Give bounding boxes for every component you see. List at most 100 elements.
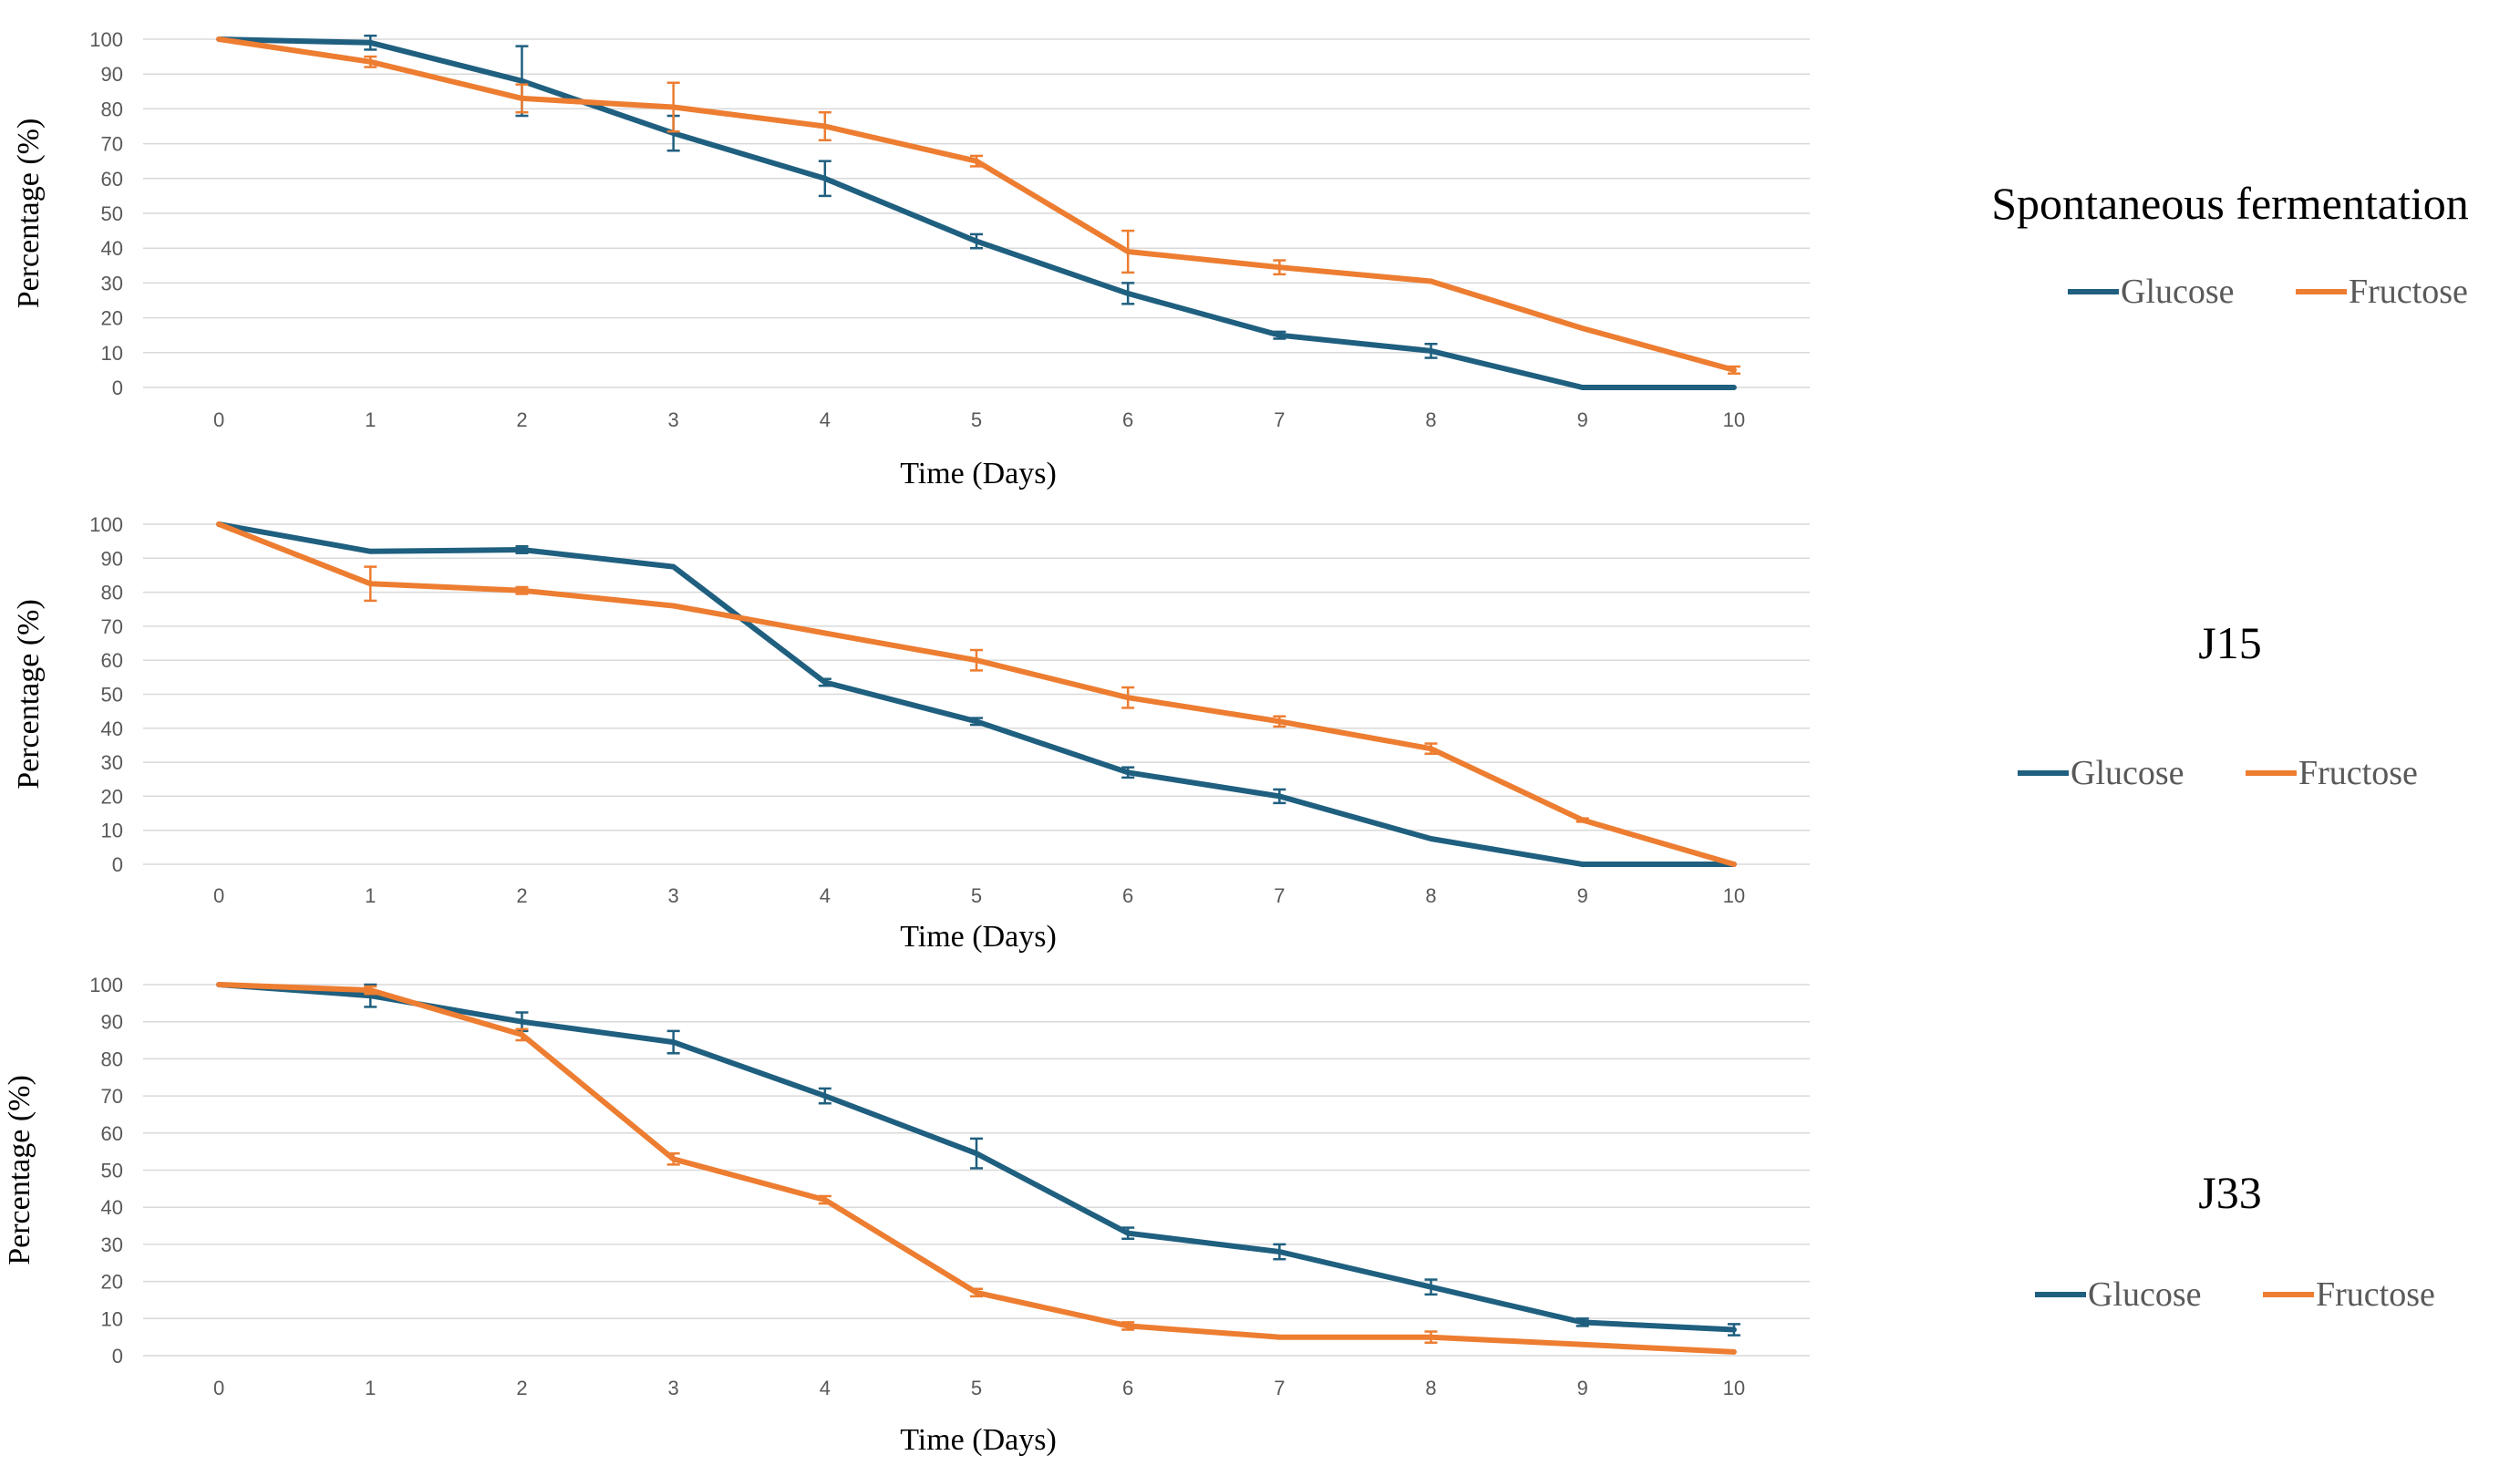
x-tick-label: 9 (1577, 884, 1588, 907)
x-tick-label: 3 (668, 884, 679, 907)
legend-label: Fructose (2316, 1275, 2435, 1314)
legend-label: Fructose (2298, 754, 2418, 792)
y-tick-label: 0 (112, 377, 123, 399)
y-axis-title: Percentage (%) (12, 599, 46, 790)
y-tick-label: 30 (101, 751, 123, 774)
x-tick-label: 2 (516, 884, 527, 907)
x-tick-label: 7 (1274, 884, 1285, 907)
y-tick-label: 40 (101, 237, 123, 260)
y-tick-label: 70 (101, 1085, 123, 1108)
error-bar (364, 55, 377, 68)
y-tick-label: 20 (101, 307, 123, 330)
x-tick-label: 5 (971, 1377, 982, 1399)
error-bar (818, 160, 831, 198)
panel-title: J15 (2198, 617, 2261, 668)
error-bar (515, 585, 529, 595)
panel-title: Spontaneous fermentation (1991, 178, 2469, 229)
y-tick-label: 10 (101, 342, 123, 365)
y-tick-label: 100 (89, 513, 123, 536)
error-bar (364, 565, 377, 603)
error-bar (1273, 259, 1286, 276)
error-bar (1273, 330, 1286, 340)
error-bar (1727, 1323, 1740, 1337)
y-tick-label: 40 (101, 717, 123, 740)
x-tick-label: 2 (516, 408, 527, 431)
error-bar (1121, 282, 1135, 305)
error-bar (1273, 1243, 1286, 1261)
error-bar (970, 232, 983, 250)
x-tick-label: 6 (1122, 1377, 1133, 1399)
error-bar (666, 1151, 680, 1166)
panel-title: J33 (2198, 1167, 2261, 1218)
x-axis-title: Time (Days) (900, 457, 1057, 490)
error-bar (364, 985, 377, 996)
x-tick-label: 8 (1425, 408, 1436, 431)
y-tick-label: 80 (101, 1048, 123, 1070)
x-tick-label: 4 (820, 408, 831, 431)
y-tick-label: 60 (101, 168, 123, 191)
y-axis-title: Percentage (%) (3, 1075, 36, 1265)
y-tick-label: 60 (101, 649, 123, 672)
x-tick-label: 10 (1723, 884, 1745, 907)
legend-label: Glucose (2071, 754, 2184, 792)
error-bar (515, 544, 529, 554)
y-axis-title: Percentage (%) (12, 119, 46, 309)
x-tick-label: 6 (1122, 408, 1133, 431)
x-tick-label: 2 (516, 1377, 527, 1399)
error-bar (818, 1087, 831, 1105)
y-tick-label: 10 (101, 820, 123, 842)
x-tick-label: 8 (1425, 884, 1436, 907)
error-bar (666, 1029, 680, 1055)
error-bar (970, 717, 983, 727)
error-bar (364, 34, 377, 51)
x-tick-label: 7 (1274, 1377, 1285, 1399)
x-tick-label: 0 (213, 408, 224, 431)
legend-label: Glucose (2088, 1275, 2202, 1314)
error-bar (666, 81, 680, 133)
x-tick-label: 1 (365, 408, 376, 431)
x-tick-label: 10 (1723, 1377, 1745, 1399)
y-tick-label: 30 (101, 272, 123, 294)
y-tick-label: 80 (101, 582, 123, 604)
x-tick-label: 5 (971, 884, 982, 907)
y-tick-label: 70 (101, 615, 123, 638)
y-tick-label: 40 (101, 1196, 123, 1219)
y-tick-label: 0 (112, 853, 123, 876)
error-bar (1121, 1226, 1135, 1241)
x-tick-label: 10 (1723, 408, 1745, 431)
error-bar (1575, 1317, 1589, 1327)
x-tick-label: 1 (365, 884, 376, 907)
error-bar (970, 1287, 983, 1298)
legend-label: Fructose (2349, 273, 2468, 311)
error-bar (970, 648, 983, 672)
error-bar (1273, 715, 1286, 728)
series-line-fructose (216, 36, 1737, 373)
x-tick-label: 5 (971, 408, 982, 431)
error-bar (1424, 1330, 1438, 1345)
x-tick-label: 3 (668, 408, 679, 431)
error-bar (1121, 686, 1135, 709)
y-tick-label: 50 (101, 1160, 123, 1182)
x-tick-label: 0 (213, 1377, 224, 1399)
error-bar (818, 110, 831, 142)
x-tick-label: 9 (1577, 408, 1588, 431)
legend-label: Glucose (2121, 273, 2235, 311)
y-tick-label: 100 (89, 28, 123, 51)
y-tick-label: 90 (101, 63, 123, 86)
y-tick-label: 20 (101, 1271, 123, 1294)
x-tick-label: 8 (1425, 1377, 1436, 1399)
y-tick-label: 90 (101, 1011, 123, 1034)
y-tick-label: 30 (101, 1233, 123, 1256)
error-bar (1121, 1321, 1135, 1331)
x-tick-label: 9 (1577, 1377, 1588, 1399)
error-bar (1424, 343, 1438, 359)
error-bar (515, 1027, 529, 1042)
error-bar (818, 677, 831, 687)
x-tick-label: 0 (213, 884, 224, 907)
error-bar (818, 1194, 831, 1205)
y-tick-label: 60 (101, 1122, 123, 1145)
x-tick-label: 1 (365, 1377, 376, 1399)
error-bar (1727, 365, 1740, 375)
error-bar (515, 83, 529, 114)
